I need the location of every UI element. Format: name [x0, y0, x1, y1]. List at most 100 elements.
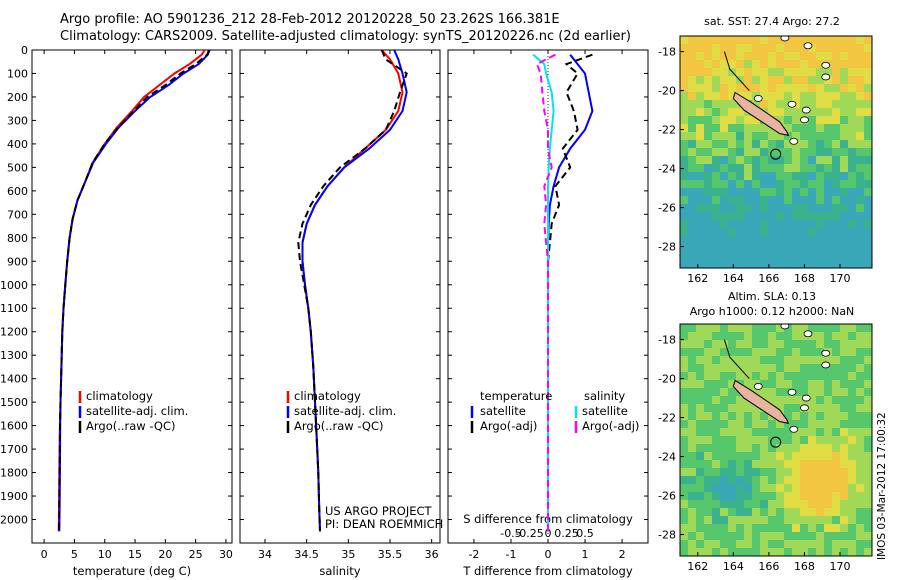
map-cell [712, 132, 721, 141]
legend-title-salinity: salinity [584, 389, 625, 403]
map-cell [864, 436, 872, 445]
map-cell [808, 524, 817, 533]
map-cell [744, 444, 753, 453]
map-cell [688, 180, 697, 189]
map-cell [832, 212, 841, 221]
map-cell [680, 132, 689, 141]
map-cell [720, 404, 729, 413]
map-cell [856, 388, 865, 397]
map-cell [816, 484, 825, 493]
map-x-tick-label: 166 [758, 272, 779, 285]
argo-float-marker [770, 436, 782, 448]
map-cell [760, 452, 769, 461]
map-cell [864, 484, 872, 493]
map-cell [848, 60, 857, 69]
map-cell [696, 492, 705, 501]
map-cell [736, 532, 745, 541]
map-cell [784, 108, 793, 117]
map-cell [800, 76, 809, 85]
map-cell [696, 108, 705, 117]
map-cell [776, 212, 785, 221]
map-cell [856, 212, 865, 221]
map-cell [816, 244, 825, 253]
map-cell [784, 420, 793, 429]
map-cell [832, 44, 841, 53]
map-cell [728, 236, 737, 245]
map-cell [688, 452, 697, 461]
map-cell [816, 164, 825, 173]
map-cell [784, 252, 793, 261]
map-cell [864, 132, 872, 141]
map-cell [736, 452, 745, 461]
map-cell [784, 372, 793, 381]
map-cell [824, 516, 833, 525]
map-cell [848, 396, 857, 405]
map-cell [704, 108, 713, 117]
map-cell [704, 428, 713, 437]
map-cell [696, 428, 705, 437]
map-cell [840, 60, 849, 69]
map-cell [688, 532, 697, 541]
map-cell [688, 404, 697, 413]
map-cell [704, 188, 713, 197]
map-cell [824, 100, 833, 109]
map-cell [736, 44, 745, 53]
map-cell [848, 196, 857, 205]
map-cell [760, 420, 769, 429]
map-cell [712, 148, 721, 157]
map-cell [768, 508, 777, 517]
map-cell [864, 196, 872, 205]
map-cell [840, 36, 849, 45]
map-cell [800, 444, 809, 453]
map-cell [856, 164, 865, 173]
map-cell [848, 548, 857, 556]
map-cell [808, 140, 817, 149]
map-cell [824, 468, 833, 477]
map-cell [728, 252, 737, 261]
map-cell [752, 332, 761, 341]
map-cell [736, 228, 745, 237]
map-cell [800, 332, 809, 341]
map-cell [808, 36, 817, 45]
map-cell [696, 228, 705, 237]
map-cell [680, 60, 689, 69]
map-cell [776, 188, 785, 197]
map-x-tick-label: 162 [687, 272, 708, 285]
map-cell [768, 180, 777, 189]
map-cell [712, 140, 721, 149]
map-cell [720, 436, 729, 445]
map-cell [744, 460, 753, 469]
map-cell [752, 76, 761, 85]
map-cell [816, 196, 825, 205]
map-cell [864, 84, 872, 93]
map-cell [760, 508, 769, 517]
map-cell [688, 172, 697, 181]
map-cell [784, 356, 793, 365]
map-cell [752, 260, 761, 268]
map-cell [832, 324, 841, 333]
map-cell [704, 340, 713, 349]
map-cell [760, 36, 769, 45]
map-cell [776, 428, 785, 437]
map-cell [696, 260, 705, 268]
map-cell [840, 212, 849, 221]
map-cell [704, 92, 713, 101]
map-cell [696, 532, 705, 541]
map-cell [840, 356, 849, 365]
map-cell [728, 60, 737, 69]
map-cell [712, 428, 721, 437]
map-cell [752, 516, 761, 525]
map-cell [728, 92, 737, 101]
map-cell [776, 444, 785, 453]
map-cell [736, 204, 745, 213]
map-cell [728, 204, 737, 213]
map-cell [816, 380, 825, 389]
map-cell [864, 124, 872, 133]
map-cell [712, 380, 721, 389]
map-cell [752, 524, 761, 533]
map-cell [752, 196, 761, 205]
reef-outline [723, 51, 750, 91]
map-cell [776, 460, 785, 469]
map-cell [832, 540, 841, 549]
map-cell [768, 260, 777, 268]
